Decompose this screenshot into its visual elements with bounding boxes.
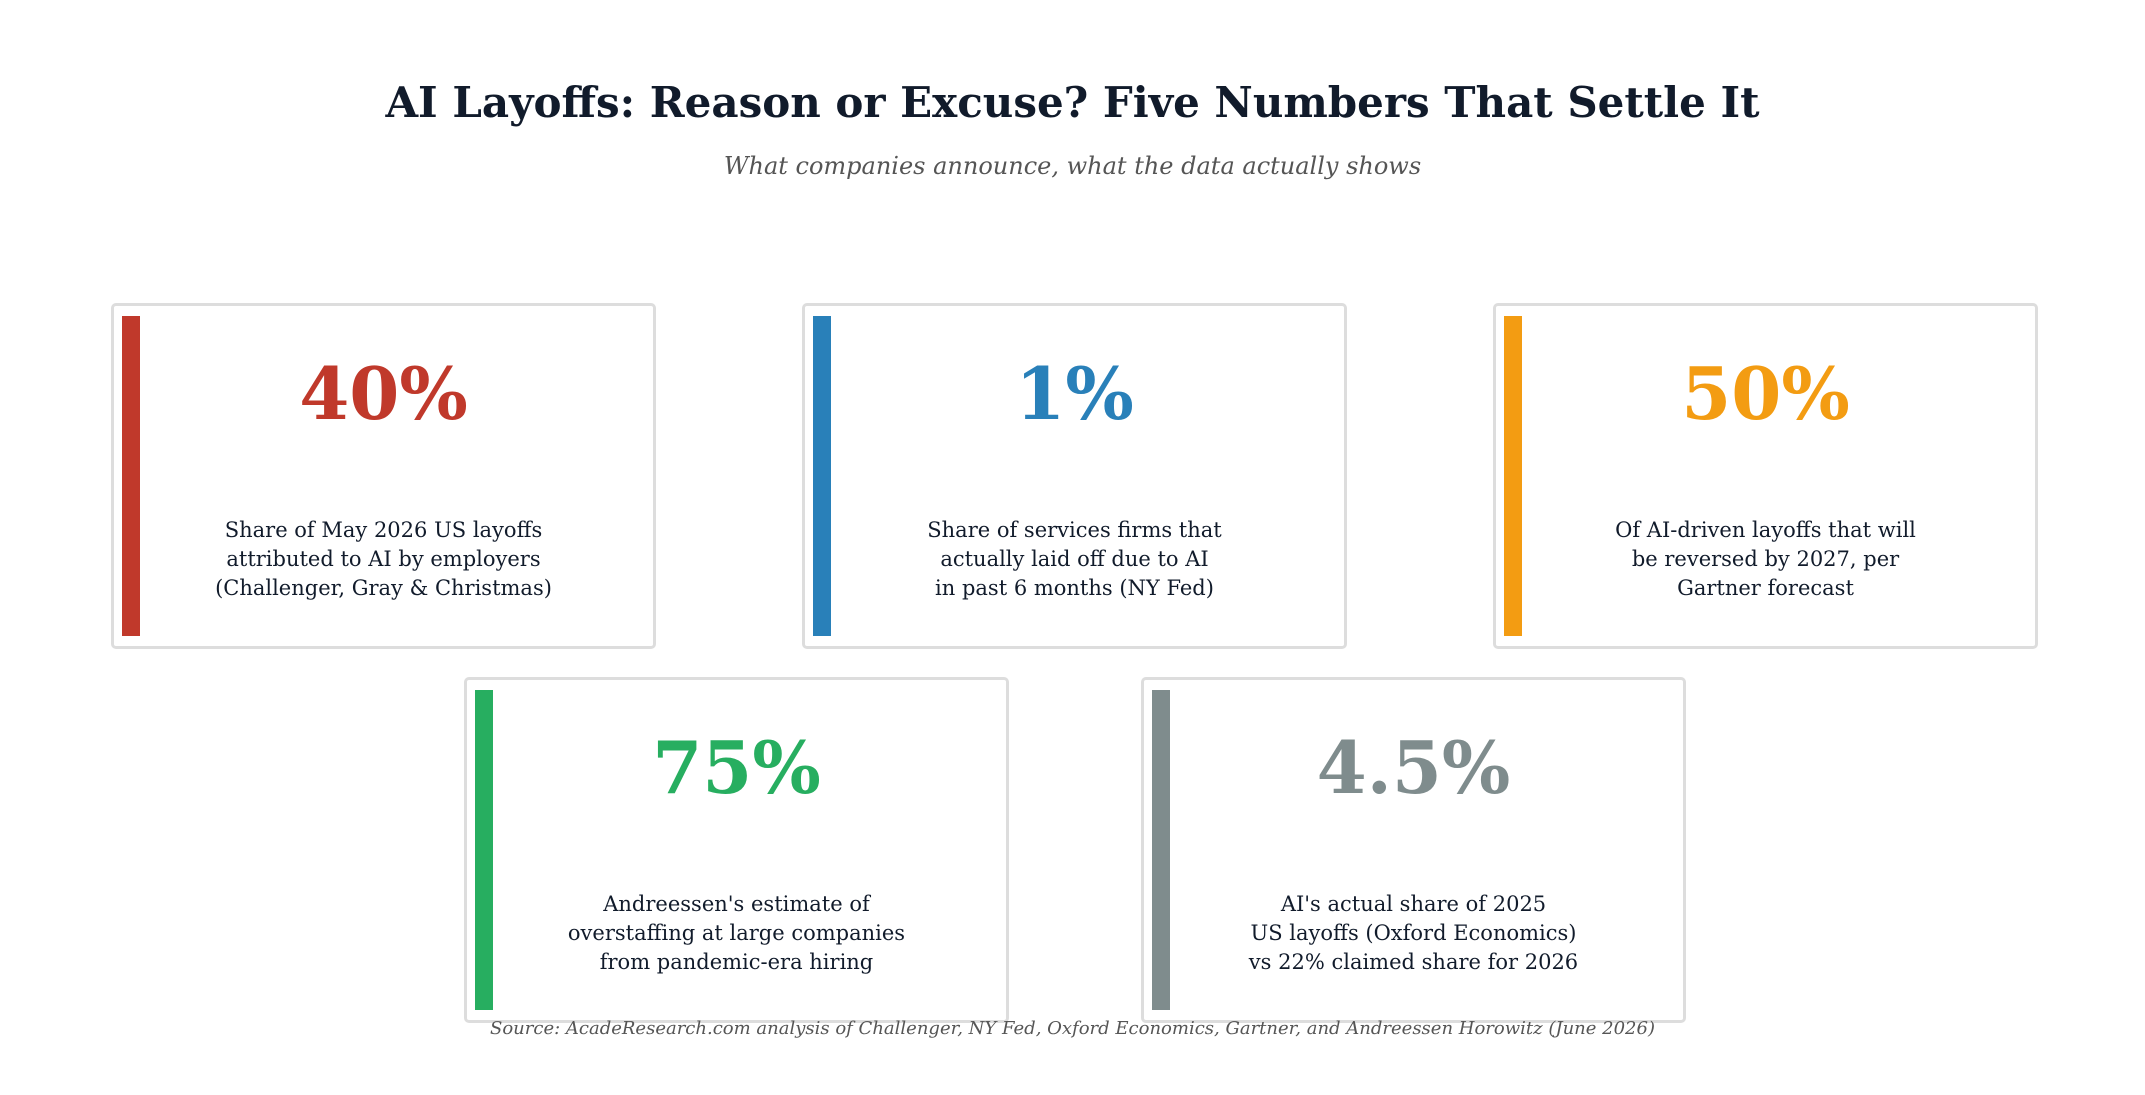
accent-bar xyxy=(475,690,493,1010)
stat-value: 40% xyxy=(299,351,468,436)
stat-description: AI's actual share of 2025 US layoffs (Ox… xyxy=(1144,890,1683,977)
page-title: AI Layoffs: Reason or Excuse? Five Numbe… xyxy=(385,78,1760,127)
description-line: AI's actual share of 2025 xyxy=(1280,892,1547,916)
stat-card-services-firms: 1% Share of services firms that actually… xyxy=(802,303,1347,649)
stat-card-reversed-layoffs: 50% Of AI-driven layoffs that will be re… xyxy=(1493,303,2038,649)
description-line: attributed to AI by employers xyxy=(226,547,541,571)
stat-value: 75% xyxy=(652,725,821,810)
description-line: overstaffing at large companies xyxy=(567,921,906,945)
stat-card-overstaffing: 75% Andreessen's estimate of overstaffin… xyxy=(464,677,1009,1023)
page-subtitle: What companies announce, what the data a… xyxy=(723,152,1422,180)
stat-description: Andreessen's estimate of overstaffing at… xyxy=(467,890,1006,977)
description-line: be reversed by 2027, per xyxy=(1631,547,1900,571)
source-note: Source: AcadeResearch.com analysis of Ch… xyxy=(490,1018,1655,1039)
stat-value: 50% xyxy=(1681,351,1850,436)
stat-card-ai-attributed-layoffs: 40% Share of May 2026 US layoffs attribu… xyxy=(111,303,656,649)
description-line: US layoffs (Oxford Economics) xyxy=(1250,921,1577,945)
stat-card-actual-share: 4.5% AI's actual share of 2025 US layoff… xyxy=(1141,677,1686,1023)
stat-description: Share of May 2026 US layoffs attributed … xyxy=(114,516,653,603)
accent-bar xyxy=(122,316,140,636)
stat-description: Of AI-driven layoffs that will be revers… xyxy=(1496,516,2035,603)
description-line: from pandemic-era hiring xyxy=(599,950,874,974)
description-line: vs 22% claimed share for 2026 xyxy=(1248,950,1579,974)
description-line: Andreessen's estimate of xyxy=(603,892,870,916)
description-line: (Challenger, Gray & Christmas) xyxy=(215,576,552,600)
description-line: Share of May 2026 US layoffs xyxy=(224,518,543,542)
stat-description: Share of services firms that actually la… xyxy=(805,516,1344,603)
stat-value: 1% xyxy=(1015,351,1134,436)
description-line: Gartner forecast xyxy=(1677,576,1854,600)
accent-bar xyxy=(1152,690,1170,1010)
accent-bar xyxy=(813,316,831,636)
description-line: in past 6 months (NY Fed) xyxy=(935,576,1214,600)
description-line: Of AI-driven layoffs that will xyxy=(1615,518,1916,542)
description-line: actually laid off due to AI xyxy=(940,547,1209,571)
stat-value: 4.5% xyxy=(1316,725,1511,810)
description-line: Share of services firms that xyxy=(927,518,1222,542)
accent-bar xyxy=(1504,316,1522,636)
